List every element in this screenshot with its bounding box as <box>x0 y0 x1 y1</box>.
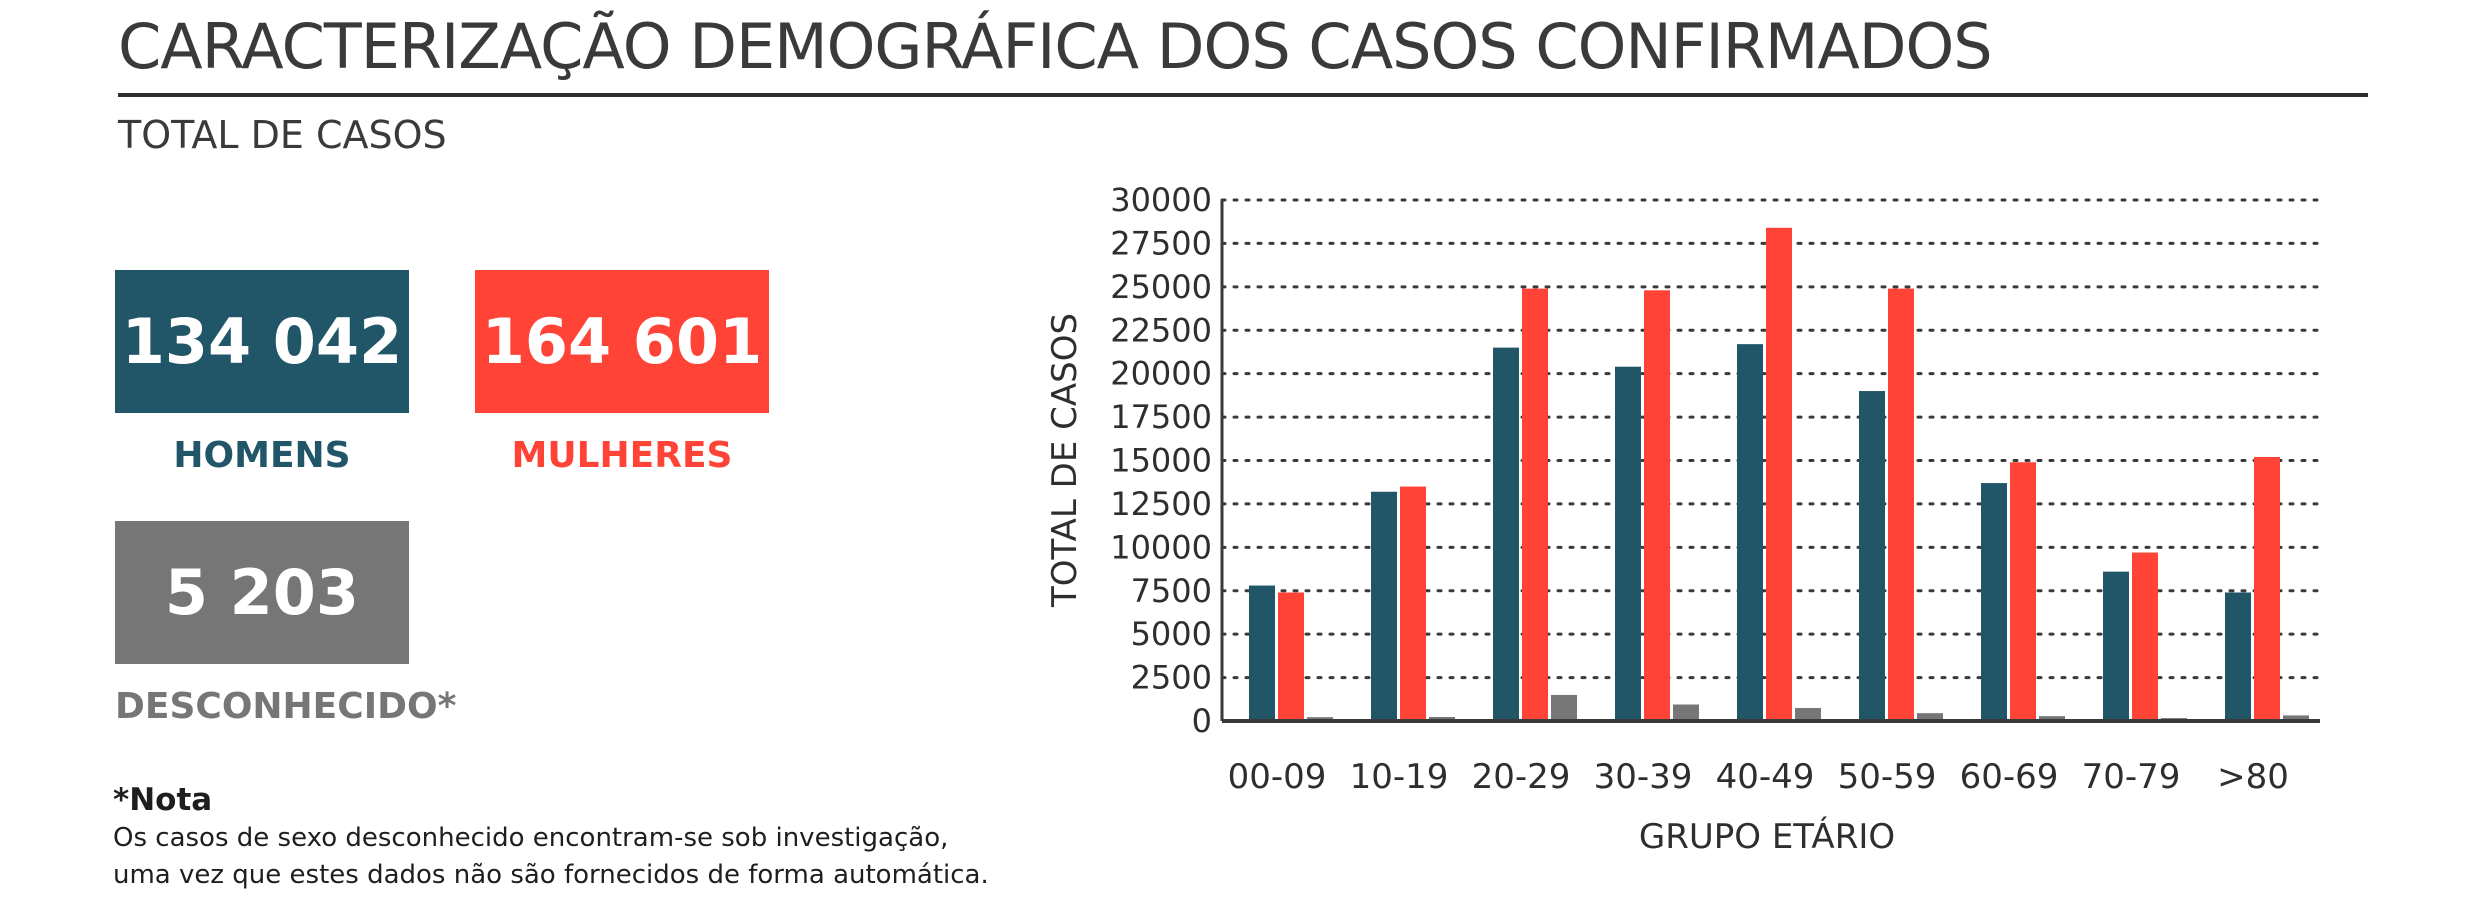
y-tick-label: 17500 <box>1110 398 1212 436</box>
y-tick-label: 30000 <box>1110 181 1212 219</box>
bar-women-50-59 <box>1888 288 1914 721</box>
x-tick-label: 60-69 <box>1960 757 2059 797</box>
title-divider <box>118 93 2368 97</box>
y-axis-title: TOTAL DE CASOS <box>1045 313 1085 608</box>
bar-men-60-69 <box>1981 483 2007 721</box>
bar-unknown-40-49 <box>1795 707 1821 721</box>
unknown-total-label: DESCONHECIDO* <box>115 686 457 727</box>
bar-women-10-19 <box>1400 486 1426 721</box>
unknown-total-value: 5 203 <box>164 556 360 629</box>
section-subtitle: TOTAL DE CASOS <box>118 113 447 157</box>
bar-unknown-30-39 <box>1673 704 1699 721</box>
bar-unknown->80 <box>2283 715 2309 721</box>
bar-women-40-49 <box>1766 227 1792 721</box>
x-axis-title: GRUPO ETÁRIO <box>1639 816 1895 857</box>
women-total-label: MULHERES <box>511 435 733 476</box>
x-tick-label: >80 <box>2217 757 2289 797</box>
bar-men-20-29 <box>1493 347 1519 721</box>
bar-men->80 <box>2225 592 2251 721</box>
x-tick-label: 00-09 <box>1228 757 1327 797</box>
bar-men-40-49 <box>1737 344 1763 721</box>
bar-women-00-09 <box>1278 592 1304 721</box>
bar-women-60-69 <box>2010 462 2036 721</box>
bar-women->80 <box>2254 457 2280 721</box>
bar-unknown-20-29 <box>1551 694 1577 721</box>
men-total-label: HOMENS <box>173 435 351 476</box>
chart-axes: 0 2500 5000 7500 10000 12500 15000 17500 20000 22… <box>1110 181 2320 797</box>
y-tick-label: 0 <box>1192 702 1212 740</box>
bar-women-30-39 <box>1644 290 1670 721</box>
men-total-value: 134 042 <box>121 305 403 378</box>
y-tick-label: 25000 <box>1110 268 1212 306</box>
bar-men-50-59 <box>1859 391 1885 721</box>
unknown-total-box: 5 203 <box>115 521 409 664</box>
x-tick-label: 70-79 <box>2082 757 2181 797</box>
bar-unknown-60-69 <box>2039 716 2065 721</box>
x-tick-label: 30-39 <box>1594 757 1693 797</box>
bar-men-30-39 <box>1615 366 1641 721</box>
note-line-1: Os casos de sexo desconhecido encontram-… <box>113 823 949 853</box>
x-tick-label: 20-29 <box>1472 757 1571 797</box>
y-tick-label: 7500 <box>1131 572 1212 610</box>
bar-men-00-09 <box>1249 585 1275 721</box>
x-tick-label: 50-59 <box>1838 757 1937 797</box>
y-tick-label: 20000 <box>1110 355 1212 393</box>
women-total-box: 164 601 <box>475 270 769 413</box>
y-tick-label: 10000 <box>1110 528 1212 566</box>
men-total-box: 134 042 <box>115 270 409 413</box>
note-line-2: uma vez que estes dados não são fornecid… <box>113 860 989 890</box>
chart-bars <box>1249 227 2309 721</box>
x-tick-label: 10-19 <box>1350 757 1449 797</box>
x-tick-label: 40-49 <box>1716 757 1815 797</box>
y-tick-label: 22500 <box>1110 311 1212 349</box>
y-tick-label: 12500 <box>1110 485 1212 523</box>
note-title: *Nota <box>113 782 213 818</box>
bar-men-70-79 <box>2103 571 2129 721</box>
y-tick-label: 27500 <box>1110 224 1212 262</box>
bar-unknown-50-59 <box>1917 713 1943 721</box>
bar-women-20-29 <box>1522 288 1548 721</box>
page-title: CARACTERIZAÇÃO DEMOGRÁFICA DOS CASOS CON… <box>118 10 1993 83</box>
bar-women-70-79 <box>2132 552 2158 721</box>
y-tick-label: 5000 <box>1131 615 1212 653</box>
bar-men-10-19 <box>1371 491 1397 721</box>
women-total-value: 164 601 <box>481 305 763 378</box>
note-text: Os casos de sexo desconhecido encontram-… <box>113 820 989 894</box>
y-tick-label: 2500 <box>1131 659 1212 697</box>
y-tick-label: 15000 <box>1110 442 1212 480</box>
